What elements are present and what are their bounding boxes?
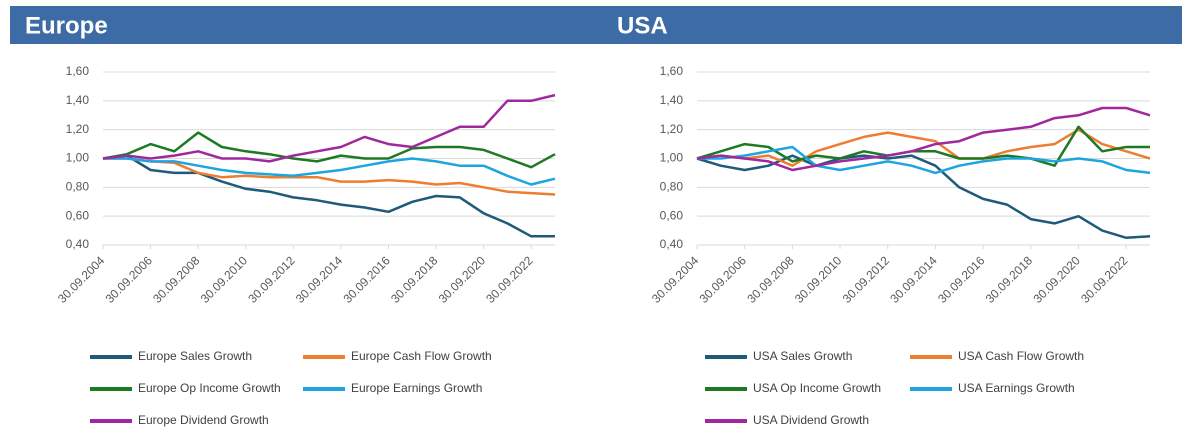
x-tick-label: 30.09.2010 [198,253,251,306]
legend-label: Europe Sales Growth [138,349,252,363]
x-tick-label: 30.09.2022 [1078,253,1131,306]
x-tick-label: 30.09.2004 [649,253,702,306]
x-tick-label: 30.09.2006 [103,253,156,306]
x-tick-label: 30.09.2016 [340,253,393,306]
y-tick-label: 0,80 [660,180,684,194]
x-tick-label: 30.09.2022 [483,253,536,306]
y-tick-label: 1,20 [66,122,90,136]
y-tick-label: 1,00 [660,151,684,165]
x-tick-label: 30.09.2012 [245,253,298,306]
legend-label: USA Cash Flow Growth [958,349,1084,363]
y-tick-label: 1,00 [66,151,90,165]
series-line [102,93,556,163]
x-tick-label: 30.09.2006 [697,253,750,306]
y-tick-label: 0,40 [66,237,90,251]
x-tick-label: 30.09.2014 [293,253,346,306]
series-line [697,145,1151,175]
y-tick-label: 1,40 [66,93,90,107]
chart-title: Europe [25,12,108,39]
series-line [103,157,556,196]
x-tick-label: 30.09.2004 [55,253,108,306]
y-tick-label: 1,40 [660,93,684,107]
legend-label: USA Sales Growth [753,349,852,363]
series-line [102,131,556,169]
legend-label: Europe Op Income Growth [138,381,281,395]
x-tick-label: 30.09.2018 [388,253,441,306]
legend-label: USA Dividend Growth [753,413,869,427]
x-tick-label: 30.09.2008 [744,253,797,306]
series-line [696,106,1151,172]
series-line [102,154,555,238]
legend-label: Europe Dividend Growth [138,413,269,427]
y-tick-label: 0,60 [66,208,90,222]
legend-label: Europe Cash Flow Growth [351,349,492,363]
y-tick-label: 0,40 [660,237,684,251]
x-tick-label: 30.09.2012 [840,253,893,306]
x-tick-label: 30.09.2020 [1031,253,1084,306]
x-tick-label: 30.09.2020 [436,253,489,306]
y-tick-label: 0,60 [660,208,684,222]
chart-title: USA [617,12,668,39]
x-tick-label: 30.09.2018 [983,253,1036,306]
legend-label: USA Op Income Growth [753,381,881,395]
header-banner [10,6,1182,44]
y-tick-label: 1,60 [66,64,90,78]
series-line [696,154,1151,240]
x-tick-label: 30.09.2016 [935,253,988,306]
x-tick-label: 30.09.2008 [150,253,203,306]
y-tick-label: 1,60 [660,64,684,78]
x-tick-label: 30.09.2014 [887,253,940,306]
series-line [103,157,556,186]
y-tick-label: 1,20 [660,122,684,136]
x-tick-label: 30.09.2010 [792,253,845,306]
legend-label: Europe Earnings Growth [351,381,482,395]
y-tick-label: 0,80 [66,180,90,194]
legend-label: USA Earnings Growth [958,381,1075,395]
